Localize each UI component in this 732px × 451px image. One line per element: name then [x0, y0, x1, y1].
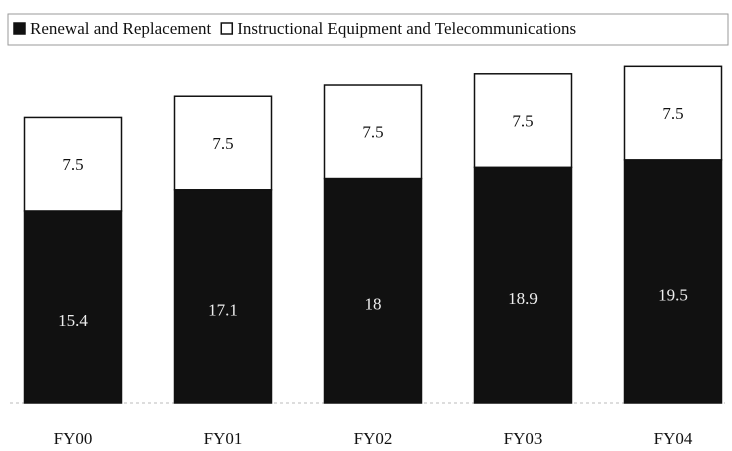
bar-segment: [473, 73, 573, 169]
x-tick-label: FY04: [654, 429, 693, 448]
bar-segment: [623, 159, 723, 404]
bar-segment: [473, 166, 573, 404]
legend-label: Instructional Equipment and Telecommunic…: [237, 19, 576, 38]
bar-segment: [23, 210, 123, 404]
legend-label: Renewal and Replacement: [30, 19, 212, 38]
legend-swatch: [13, 22, 26, 35]
bar-segment: [623, 65, 723, 161]
value-label: 15.4: [58, 311, 88, 330]
value-label: 18: [365, 295, 382, 314]
value-label: 7.5: [662, 104, 683, 123]
legend-swatch: [220, 22, 234, 35]
bar-segment: [323, 177, 423, 404]
x-tick-label: FY02: [354, 429, 393, 448]
bar-segment: [173, 95, 273, 191]
value-label: 7.5: [212, 134, 233, 153]
x-tick-label: FY03: [504, 429, 543, 448]
bar-segment: [23, 116, 123, 212]
value-label: 17.1: [208, 300, 238, 319]
bar-segment: [173, 189, 273, 404]
value-label: 7.5: [512, 111, 533, 130]
value-label: 19.5: [658, 285, 688, 304]
value-label: 18.9: [508, 289, 538, 308]
value-label: 7.5: [62, 155, 83, 174]
x-tick-label: FY00: [54, 429, 93, 448]
value-label: 7.5: [362, 123, 383, 142]
bar-segment: [323, 84, 423, 180]
legend-box: [7, 13, 729, 46]
x-tick-label: FY01: [204, 429, 243, 448]
